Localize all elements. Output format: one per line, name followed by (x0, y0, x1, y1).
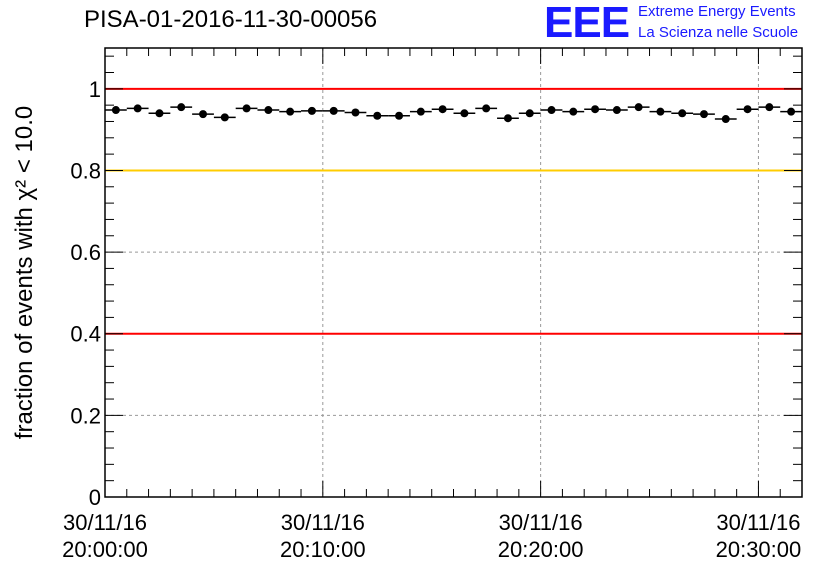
x-axis: 30/11/1620:00:0030/11/1620:10:0030/11/16… (62, 48, 803, 562)
data-point (482, 104, 491, 113)
data-point (438, 105, 447, 114)
grid (105, 48, 802, 497)
data-point (351, 108, 360, 117)
data-point (329, 106, 338, 115)
data-point (220, 113, 229, 122)
data-point (656, 107, 665, 116)
y-tick-label: 0.4 (70, 322, 101, 347)
logo-line-2: La Scienza nelle Scuole (638, 24, 799, 41)
data-point (743, 105, 752, 114)
data-point (634, 103, 643, 112)
data-point (460, 109, 469, 118)
data-point (503, 114, 512, 123)
data-point (264, 106, 273, 115)
data-point (547, 106, 556, 115)
data-point (612, 106, 621, 115)
x-tick-label-time: 20:10:00 (280, 537, 366, 562)
logo-line-1: Extreme Energy Events (638, 3, 796, 20)
data-point (111, 106, 120, 115)
reference-lines (105, 87, 802, 335)
data-point (286, 107, 295, 116)
x-tick-label-date: 30/11/16 (499, 510, 583, 535)
x-tick-label-time: 20:30:00 (716, 537, 802, 562)
y-tick-label: 1 (89, 77, 101, 102)
x-tick-label-date: 30/11/16 (63, 510, 147, 535)
data-point (525, 109, 534, 118)
y-tick-label: 0.6 (70, 240, 101, 265)
y-tick-label: 0 (89, 485, 101, 510)
data-point (133, 104, 142, 113)
y-axis-label: fraction of events with χ² < 10.0 (11, 106, 38, 439)
data-point (678, 109, 687, 118)
data-point (373, 111, 382, 120)
chart-title: PISA-01-2016-11-30-00056 (84, 6, 378, 33)
plot-frame (104, 47, 803, 498)
eee-logo-mark: EEE (544, 0, 630, 47)
data-point (699, 110, 708, 119)
x-tick-label-time: 20:00:00 (62, 537, 148, 562)
x-tick-label-time: 20:20:00 (498, 537, 584, 562)
y-tick-label: 0.8 (70, 158, 101, 183)
data-point (765, 103, 774, 112)
data-points (105, 103, 802, 124)
data-point (569, 107, 578, 116)
data-point (242, 104, 251, 113)
data-point (787, 107, 796, 116)
x-tick-label-date: 30/11/16 (716, 510, 800, 535)
y-tick-label: 0.2 (70, 403, 101, 428)
data-point (591, 105, 600, 114)
y-axis: 0 0.2 0.4 0.6 0.8 1 (70, 55, 802, 510)
data-point (395, 111, 404, 120)
data-point (307, 106, 316, 115)
data-point (199, 110, 208, 119)
data-point (155, 109, 164, 118)
data-point (177, 103, 186, 112)
data-point (721, 115, 730, 124)
eee-logo: EEE Extreme Energy Events La Scienza nel… (544, 0, 834, 48)
x-tick-label-date: 30/11/16 (281, 510, 365, 535)
data-point (416, 107, 425, 116)
